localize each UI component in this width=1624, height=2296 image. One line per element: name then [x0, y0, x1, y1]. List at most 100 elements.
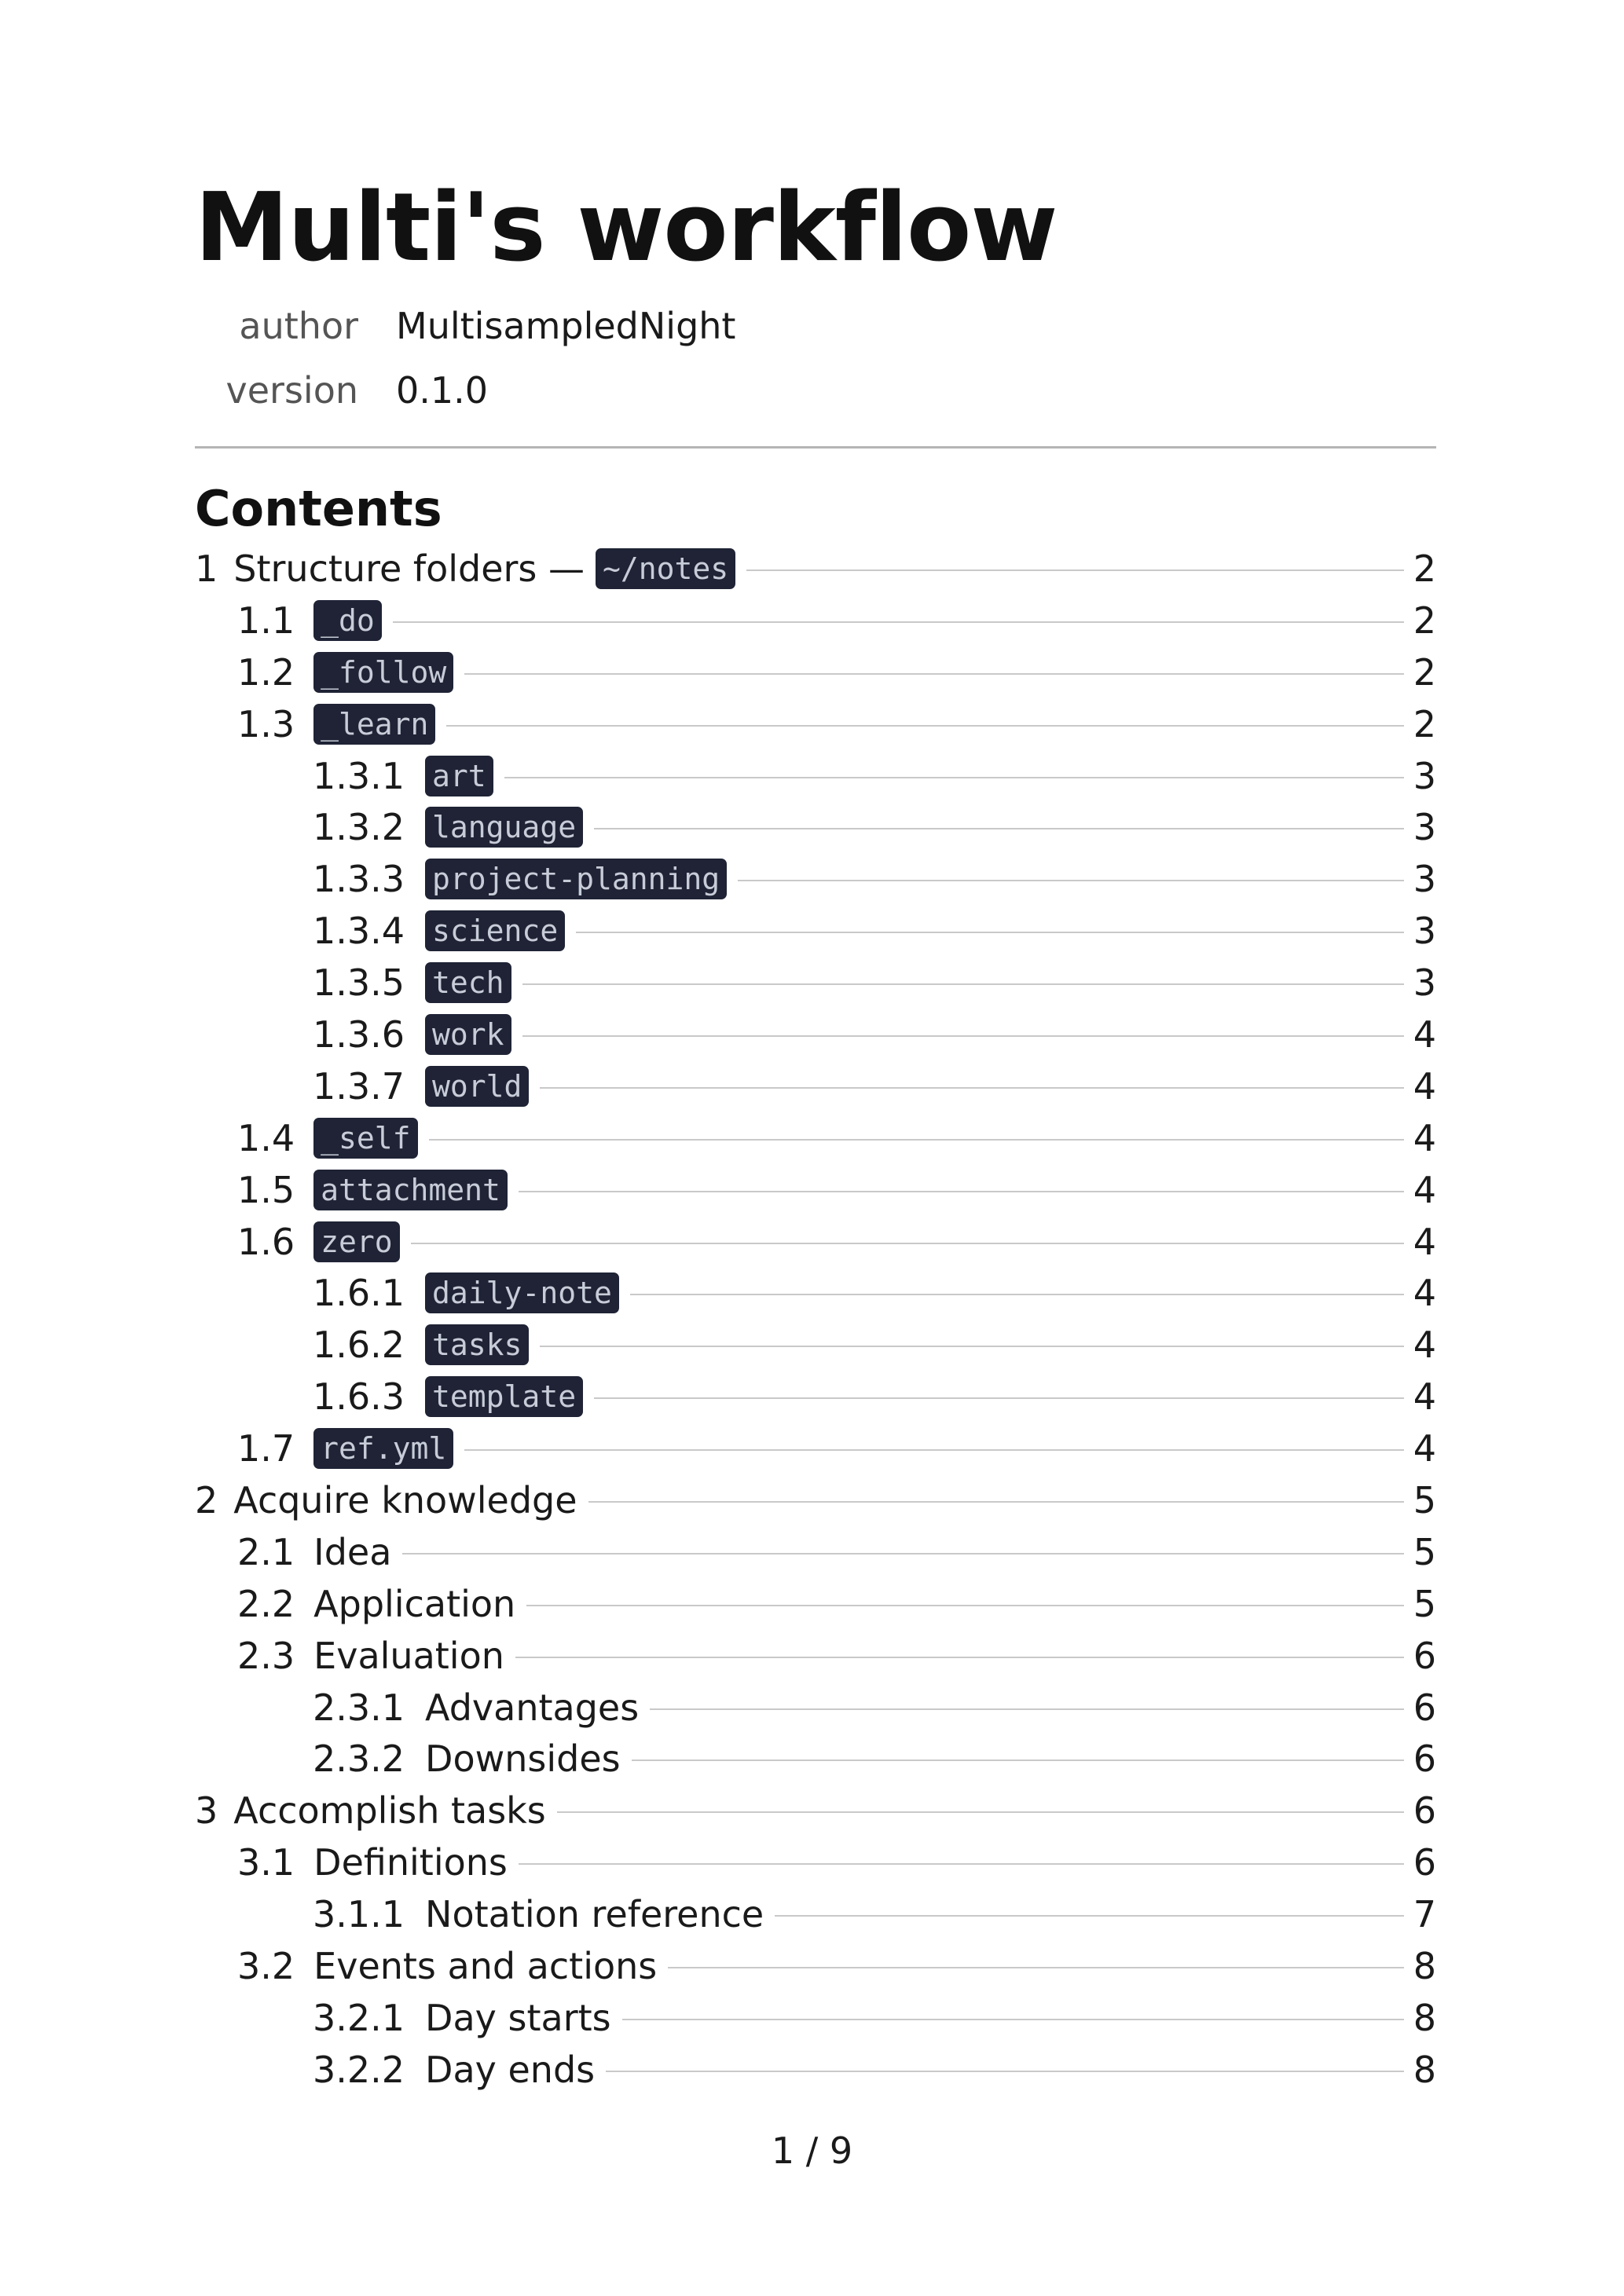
toc-entry-page: 6 — [1413, 1738, 1436, 1781]
toc-entry-title: Day ends — [425, 2048, 596, 2091]
toc-entry-number: 1.3.3 — [313, 858, 405, 901]
toc-entry-code: daily-note — [425, 1273, 619, 1314]
toc-entry-number: 1.6.3 — [313, 1375, 405, 1419]
toc-entry-1-6-3[interactable]: 1.6.3 template 4 — [195, 1371, 1436, 1423]
toc-entry-code: _learn — [313, 703, 436, 745]
toc-entry-title: Structure folders — [233, 547, 537, 590]
toc-leader-line — [746, 569, 1404, 571]
toc-entry-page: 7 — [1413, 1893, 1436, 1936]
toc-entry-number: 2.3.2 — [313, 1738, 405, 1781]
toc-entry-page: 6 — [1413, 1686, 1436, 1729]
toc-entry-1-1[interactable]: 1.1 _do 2 — [195, 595, 1436, 646]
toc-entry-page: 3 — [1413, 961, 1436, 1005]
document-metadata: author MultisampledNight version 0.1.0 — [195, 294, 736, 423]
toc-entry-page: 4 — [1413, 1013, 1436, 1056]
toc-entry-number: 2.3 — [237, 1634, 295, 1677]
toc-entry-code: _do — [313, 599, 382, 641]
toc-leader-line — [540, 1086, 1404, 1089]
meta-key: author — [239, 305, 358, 347]
toc-entry-3-2-1[interactable]: 3.2.1 Day starts 8 — [195, 1992, 1436, 2044]
toc-entry-number: 2 — [195, 1478, 218, 1522]
toc-leader-line — [402, 1552, 1404, 1554]
toc-leader-line — [629, 1294, 1404, 1296]
toc-entry-page: 4 — [1413, 1064, 1436, 1108]
toc-entry-code: ~/notes — [596, 547, 736, 589]
toc-entry-page: 5 — [1413, 1530, 1436, 1573]
toc-entry-number: 3.1 — [237, 1841, 295, 1884]
toc-entry-1-3-3[interactable]: 1.3.3 project-planning 3 — [195, 853, 1436, 905]
toc-leader-line — [540, 1346, 1404, 1348]
toc-entry-code: template — [425, 1376, 584, 1418]
toc-entry-1-5[interactable]: 1.5 attachment 4 — [195, 1164, 1436, 1216]
toc-entry-1-3-6[interactable]: 1.3.6 work 4 — [195, 1009, 1436, 1060]
toc-entry-title: Downsides — [425, 1738, 621, 1781]
toc-entry-code: zero — [313, 1221, 400, 1262]
toc-entry-code: _follow — [313, 651, 454, 693]
toc-entry-separator: — — [548, 547, 585, 590]
toc-leader-line — [515, 1656, 1404, 1658]
toc-entry-title: Idea — [313, 1530, 392, 1573]
toc-entry-1-3-5[interactable]: 1.3.5 tech 3 — [195, 957, 1436, 1009]
toc-entry-2-3[interactable]: 2.3 Evaluation 6 — [195, 1630, 1436, 1682]
toc-leader-line — [518, 1863, 1404, 1866]
toc-entry-1-6-1[interactable]: 1.6.1 daily-note 4 — [195, 1267, 1436, 1319]
toc-entry-1-7[interactable]: 1.7 ref.yml 4 — [195, 1423, 1436, 1474]
toc-entry-number: 3.2.1 — [313, 1996, 405, 2039]
toc-leader-line — [464, 1449, 1404, 1452]
toc-entry-title: Events and actions — [313, 1944, 658, 1987]
toc-entry-3-2-2[interactable]: 3.2.2 Day ends 8 — [195, 2044, 1436, 2096]
toc-entry-number: 1.6.1 — [313, 1272, 405, 1315]
toc-entry-page: 4 — [1413, 1116, 1436, 1159]
toc-entry-number: 1.3.7 — [313, 1064, 405, 1108]
toc-entry-number: 2.1 — [237, 1530, 295, 1573]
toc-entry-title: Accomplish tasks — [233, 1789, 546, 1833]
toc-entry-code: science — [425, 910, 566, 952]
toc-entry-number: 1.3.1 — [313, 754, 405, 797]
toc-entry-3-1-1[interactable]: 3.1.1 Notation reference 7 — [195, 1888, 1436, 1940]
toc-entry-number: 1.3 — [237, 702, 295, 745]
toc-leader-line — [606, 2070, 1404, 2072]
toc-leader-line — [518, 1190, 1404, 1192]
toc-entry-page: 5 — [1413, 1582, 1436, 1625]
toc-entry-page: 4 — [1413, 1375, 1436, 1419]
toc-entry-number: 3 — [195, 1789, 218, 1833]
toc-leader-line — [464, 672, 1404, 675]
toc-entry-title: Application — [313, 1582, 516, 1625]
toc-leader-line — [556, 1811, 1404, 1814]
toc-leader-line — [392, 621, 1404, 623]
toc-entry-code: work — [425, 1013, 511, 1055]
toc-entry-1-3-7[interactable]: 1.3.7 world 4 — [195, 1060, 1436, 1112]
toc-entry-1-3-1[interactable]: 1.3.1 art 3 — [195, 750, 1436, 802]
toc-entry-1-3-2[interactable]: 1.3.2 language 3 — [195, 801, 1436, 853]
toc-entry-page: 2 — [1413, 599, 1436, 642]
toc-entry-1-3[interactable]: 1.3 _learn 2 — [195, 698, 1436, 750]
meta-value: 0.1.0 — [396, 369, 489, 412]
toc-entry-2-1[interactable]: 2.1 Idea 5 — [195, 1526, 1436, 1578]
toc-leader-line — [576, 932, 1404, 934]
toc-entry-2-3-2[interactable]: 2.3.2 Downsides 6 — [195, 1733, 1436, 1785]
toc-entry-title: Day starts — [425, 1996, 611, 2039]
toc-entry-title: Notation reference — [425, 1893, 764, 1936]
toc-entry-title: Definitions — [313, 1841, 508, 1884]
horizontal-rule — [195, 446, 1436, 449]
toc-entry-2-3-1[interactable]: 2.3.1 Advantages 6 — [195, 1682, 1436, 1734]
toc-entry-1-6-2[interactable]: 1.6.2 tasks 4 — [195, 1319, 1436, 1371]
toc-leader-line — [446, 724, 1404, 727]
toc-entry-1-4[interactable]: 1.4 _self 4 — [195, 1112, 1436, 1164]
toc-entry-2-2[interactable]: 2.2 Application 5 — [195, 1578, 1436, 1630]
toc-entry-1-2[interactable]: 1.2 _follow 2 — [195, 646, 1436, 698]
toc-entry-3-2[interactable]: 3.2 Events and actions 8 — [195, 1940, 1436, 1992]
toc-entry-2[interactable]: 2 Acquire knowledge 5 — [195, 1474, 1436, 1526]
toc-entry-3-1[interactable]: 3.1 Definitions 6 — [195, 1836, 1436, 1888]
toc-entry-1[interactable]: 1 Structure folders — ~/notes 2 — [195, 543, 1436, 595]
meta-value: MultisampledNight — [396, 305, 736, 347]
toc-entry-1-3-4[interactable]: 1.3.4 science 3 — [195, 905, 1436, 957]
toc-entry-page: 6 — [1413, 1789, 1436, 1833]
toc-entry-page: 8 — [1413, 2048, 1436, 2091]
table-of-contents: 1 Structure folders — ~/notes 2 1.1 _do 2 1.2 _f… — [195, 543, 1436, 2096]
toc-entry-page: 2 — [1413, 702, 1436, 745]
toc-leader-line — [738, 880, 1404, 882]
toc-entry-page: 5 — [1413, 1478, 1436, 1522]
toc-entry-3[interactable]: 3 Accomplish tasks 6 — [195, 1785, 1436, 1836]
toc-entry-1-6[interactable]: 1.6 zero 4 — [195, 1216, 1436, 1268]
